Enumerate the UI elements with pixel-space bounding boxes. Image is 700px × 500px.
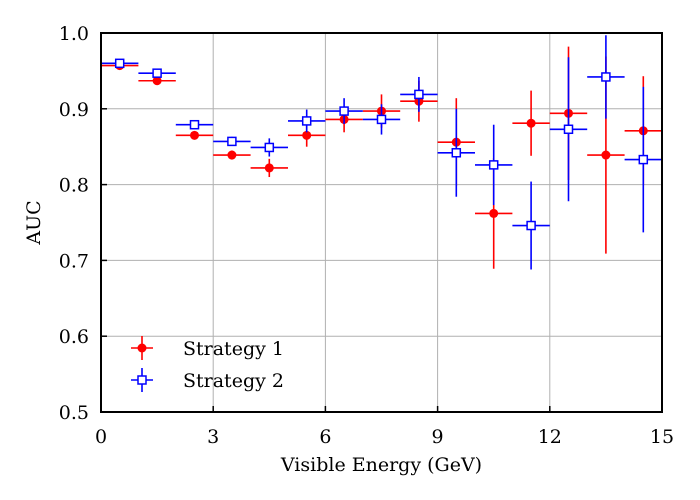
point-strategy-2 (301, 116, 312, 126)
x-tick-label: 15 (650, 426, 674, 448)
legend-label-strategy-2: Strategy 2 (183, 370, 284, 392)
series-strategy-1 (101, 46, 662, 269)
legend-point (137, 343, 147, 353)
point-strategy-2 (488, 160, 499, 170)
point-strategy-2 (227, 136, 237, 147)
y-tick-label: 0.8 (59, 175, 89, 197)
point-strategy-2 (526, 220, 536, 231)
point-strategy-1 (264, 163, 274, 173)
grid (101, 33, 662, 412)
legend-marker-strategy-2 (131, 368, 153, 392)
y-tick-label: 0.6 (59, 326, 89, 348)
series-layer (101, 35, 662, 270)
point-strategy-1 (302, 130, 312, 140)
point-strategy-1 (190, 130, 199, 140)
x-axis-label: Visible Energy (GeV) (280, 454, 482, 476)
legend-item-strategy-2: Strategy 2 (131, 368, 284, 392)
point-strategy-2 (264, 142, 275, 153)
y-axis-label: AUC (23, 200, 45, 245)
point-strategy-1 (489, 208, 499, 218)
point-strategy-2 (189, 119, 200, 130)
point-strategy-2 (638, 154, 649, 165)
series-strategy-2 (101, 35, 662, 270)
point-strategy-2 (601, 72, 611, 82)
point-strategy-2 (563, 124, 574, 135)
point-strategy-2 (114, 58, 125, 69)
y-tick-label: 1.0 (59, 23, 89, 45)
y-tick-label: 0.5 (59, 402, 89, 424)
y-tick-label: 0.7 (59, 250, 89, 272)
point-strategy-2 (414, 89, 424, 100)
plot-frame (100, 32, 663, 413)
legend-point (137, 375, 147, 385)
legend: Strategy 1 Strategy 2 (131, 336, 284, 392)
point-strategy-1 (526, 118, 536, 128)
x-tick-label: 3 (207, 426, 219, 448)
point-strategy-1 (601, 150, 611, 160)
y-tick-label: 0.9 (59, 99, 89, 121)
point-strategy-2 (376, 114, 387, 125)
axis-ticks: 0 3 6 9 12 15 0.5 0.6 0.7 0.8 0.9 1.0 (59, 23, 674, 448)
point-strategy-1 (152, 76, 162, 86)
legend-item-strategy-1: Strategy 1 (131, 336, 284, 360)
point-strategy-2 (339, 106, 349, 116)
legend-label-strategy-1: Strategy 1 (183, 338, 284, 360)
legend-marker-strategy-1 (131, 336, 153, 360)
x-tick-label: 9 (432, 426, 444, 448)
x-tick-label: 6 (319, 426, 331, 448)
x-tick-label: 0 (95, 426, 107, 448)
point-strategy-1 (227, 150, 237, 160)
point-strategy-2 (451, 148, 462, 158)
x-tick-label: 12 (538, 426, 562, 448)
point-strategy-2 (152, 68, 162, 78)
